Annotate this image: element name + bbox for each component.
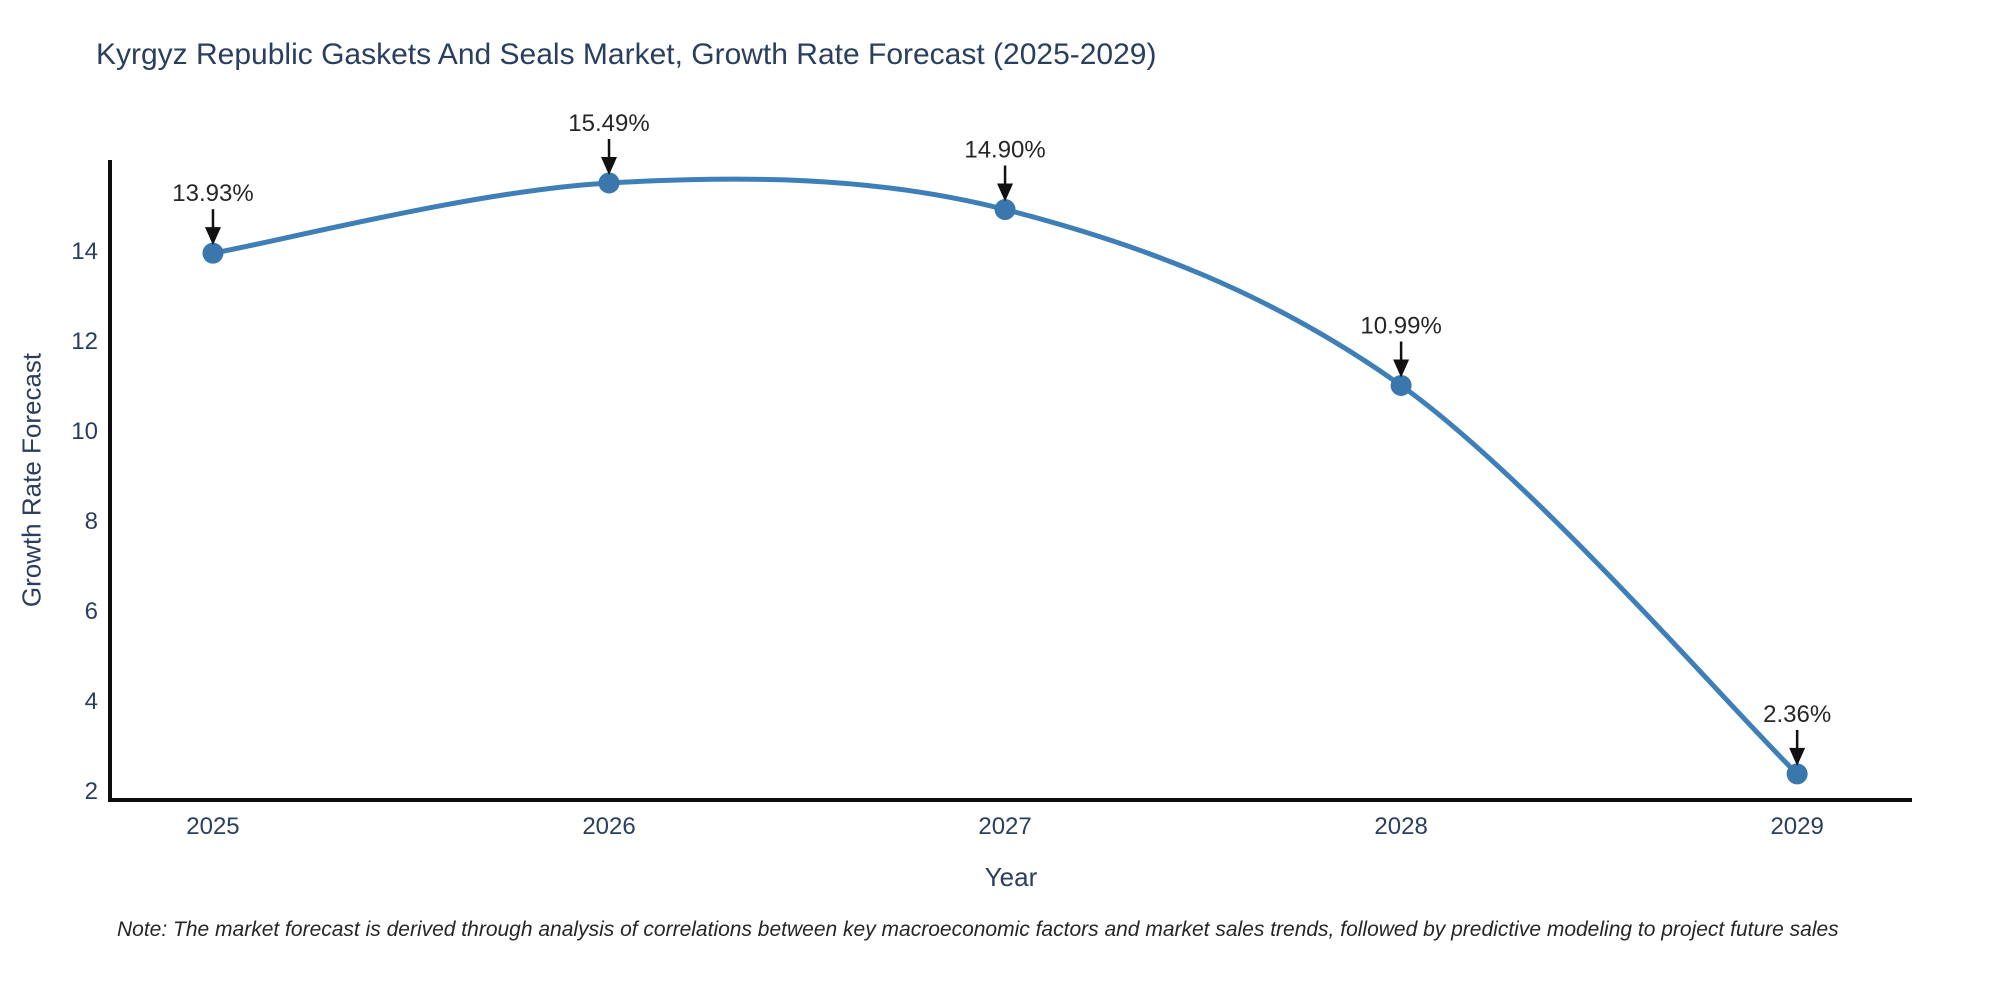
y-tick-label: 2 xyxy=(85,778,98,805)
x-tick-label: 2029 xyxy=(1770,813,1823,840)
x-tick-label: 2025 xyxy=(186,813,239,840)
data-point-marker xyxy=(994,199,1016,221)
data-point-label: 13.93% xyxy=(172,180,253,207)
x-tick-label: 2026 xyxy=(582,813,635,840)
annotation-arrowhead-icon xyxy=(997,183,1014,202)
y-tick-label: 10 xyxy=(71,418,98,445)
y-tick-label: 14 xyxy=(71,238,98,265)
annotation-arrowhead-icon xyxy=(204,227,221,246)
annotation-arrowhead-icon xyxy=(1789,747,1806,766)
x-axis-title: Year xyxy=(984,862,1038,892)
annotation-arrowhead-icon xyxy=(1393,359,1410,378)
data-point-label: 15.49% xyxy=(568,110,649,137)
x-tick-label: 2027 xyxy=(978,813,1031,840)
data-point-marker xyxy=(202,242,224,264)
y-axis-title: Growth Rate Forecast xyxy=(16,352,47,608)
data-point-label: 10.99% xyxy=(1360,312,1441,339)
chart-title: Kyrgyz Republic Gaskets And Seals Market… xyxy=(96,38,1157,71)
data-point-marker xyxy=(1390,374,1412,396)
y-tick-label: 6 xyxy=(85,598,98,625)
y-axis-title-container: Growth Rate Forecast xyxy=(14,300,50,660)
x-tick-label: 2028 xyxy=(1374,813,1427,840)
series-line xyxy=(210,176,1800,777)
data-point-label: 14.90% xyxy=(964,137,1045,164)
y-tick-label: 8 xyxy=(85,508,98,535)
data-point-marker xyxy=(598,172,620,194)
annotation-arrowhead-icon xyxy=(601,156,618,175)
y-tick-label: 4 xyxy=(85,688,98,715)
y-tick-label: 12 xyxy=(71,328,98,355)
data-point-label: 2.36% xyxy=(1763,701,1831,728)
footnote: Note: The market forecast is derived thr… xyxy=(117,918,1839,941)
data-point-marker xyxy=(1786,763,1808,785)
